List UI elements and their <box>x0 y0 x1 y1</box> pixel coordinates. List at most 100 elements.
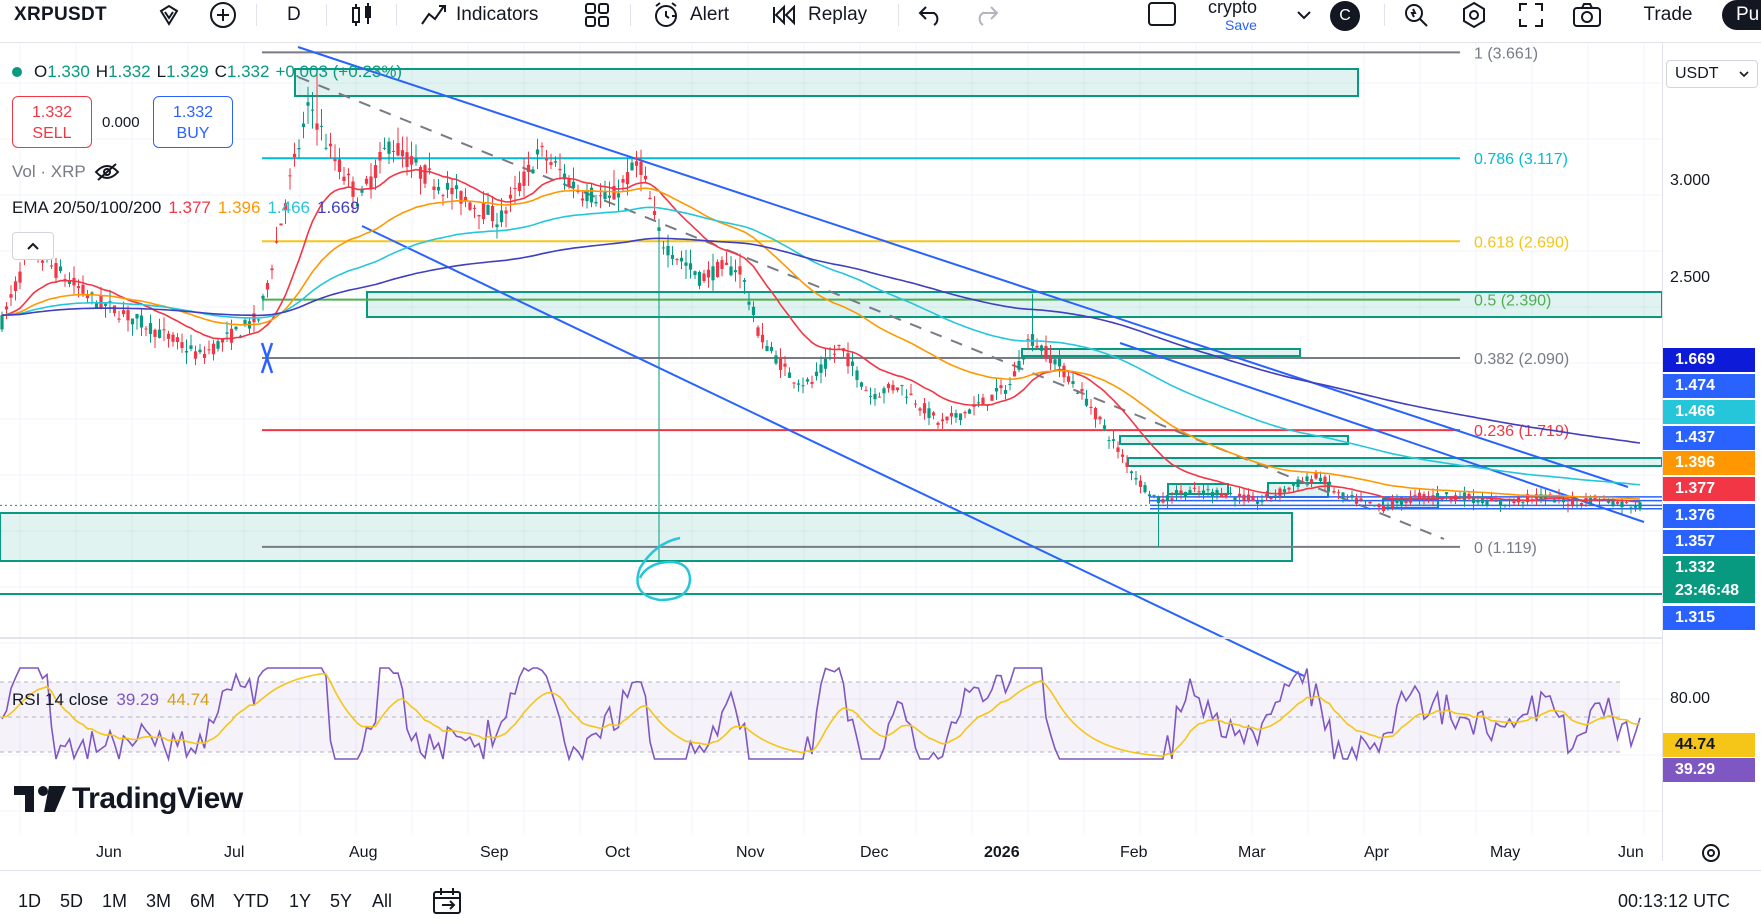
candle-body <box>1242 494 1246 501</box>
layout-name[interactable]: crypto <box>1208 0 1258 17</box>
candle-body <box>936 422 940 425</box>
range-button-1d[interactable]: 1D <box>18 891 42 911</box>
candle-body <box>459 191 463 204</box>
fullscreen-icon[interactable] <box>1518 0 1544 30</box>
price-tag: 1.377 <box>1663 477 1755 501</box>
replay-button[interactable]: Replay <box>772 0 867 30</box>
candle-body <box>355 203 360 207</box>
candle-body <box>94 302 99 308</box>
price-tag: 1.474 <box>1663 374 1755 398</box>
candle-body <box>450 187 454 195</box>
undo-icon[interactable] <box>918 0 944 30</box>
candle-body <box>1107 440 1111 442</box>
candle-body <box>1354 498 1359 504</box>
tradingview-logo[interactable]: TradingView <box>14 782 243 816</box>
candle-body <box>697 271 702 286</box>
rsi-legend[interactable]: RSI 14 close 39.29 44.74 <box>12 690 209 710</box>
candle-body <box>49 265 54 267</box>
alarm-clock-icon <box>652 1 680 29</box>
hand-drawn-annotation <box>636 536 692 602</box>
range-button-1m[interactable]: 1M <box>102 891 128 911</box>
redo-icon[interactable] <box>973 0 999 30</box>
alert-button[interactable]: Alert <box>652 0 729 30</box>
price-chart[interactable]: 1 (3.661) 0.786 (3.117) 0.618 (2.690) 0.5 (… <box>0 43 1662 861</box>
quick-search-icon[interactable] <box>1402 0 1430 30</box>
candle-body <box>661 247 666 249</box>
eye-hidden-icon[interactable] <box>94 163 120 181</box>
candle-body <box>1291 483 1296 486</box>
camera-icon[interactable] <box>1572 0 1602 30</box>
sell-button[interactable]: 1.332 SELL <box>12 96 92 148</box>
trade-button[interactable]: Trade <box>1643 4 1693 25</box>
fib-level-label: 0.618 (2.690) <box>1474 234 1569 251</box>
chevron-down-icon[interactable] <box>1296 0 1312 30</box>
range-button-ytd[interactable]: YTD <box>233 891 269 911</box>
candle-body <box>1080 388 1084 392</box>
compare-icon[interactable] <box>156 0 182 30</box>
collapse-legend-button[interactable] <box>12 232 54 260</box>
candle-body <box>544 159 549 161</box>
candle-body <box>531 169 535 174</box>
candle-body <box>900 385 904 387</box>
candle-body <box>927 408 931 419</box>
candle-body <box>1071 381 1075 385</box>
candle-body <box>490 206 495 222</box>
utc-clock[interactable]: 00:13:12 UTC <box>1618 891 1731 911</box>
close-value: 1.332 <box>226 62 270 81</box>
candle-body <box>1543 494 1548 499</box>
rsi-value: 39.29 <box>116 690 159 709</box>
candle-body <box>369 176 373 189</box>
candle-body <box>193 351 198 359</box>
candle-body <box>279 223 283 226</box>
candle-body <box>1422 494 1426 499</box>
indicators-button[interactable]: Indicators <box>420 0 538 30</box>
replay-icon <box>772 3 798 27</box>
candle-body <box>1566 504 1570 506</box>
candle-body <box>1471 496 1476 503</box>
candle-body <box>1246 494 1251 502</box>
candle-body <box>1188 490 1192 494</box>
add-symbol-icon[interactable] <box>209 0 237 30</box>
settings-gear-icon[interactable] <box>1460 0 1488 30</box>
currency-selector[interactable]: USDT <box>1666 60 1758 88</box>
time-axis-label: Aug <box>349 844 378 861</box>
publish-button[interactable]: Pu <box>1722 0 1761 30</box>
time-axis-label: Apr <box>1364 844 1389 861</box>
range-button-6m[interactable]: 6M <box>190 891 216 911</box>
ema-legend[interactable]: EMA 20/50/100/200 1.377 1.396 1.466 1.66… <box>12 198 360 218</box>
candle-body <box>1120 454 1125 457</box>
range-button-all[interactable]: All <box>372 891 393 911</box>
volume-legend[interactable]: Vol · XRP <box>12 162 120 182</box>
candle-body <box>1179 490 1183 494</box>
candle-body <box>1044 346 1048 360</box>
ema50-value: 1.396 <box>217 198 261 217</box>
avatar[interactable]: C <box>1330 1 1360 31</box>
time-axis[interactable]: Jun Jul Aug Sep Oct Nov Dec 2026 Feb Mar Apr May Jun <box>0 836 1662 866</box>
layout-icon[interactable] <box>1148 2 1176 26</box>
candle-body <box>225 332 229 334</box>
range-button-5d[interactable]: 5D <box>60 891 84 911</box>
high-value: 1.332 <box>108 62 151 81</box>
candle-body <box>373 165 378 179</box>
candle-body <box>1512 501 1516 503</box>
candle-body <box>1066 376 1071 382</box>
candle-body <box>220 339 225 343</box>
price-tag: 1.332 <box>1663 556 1755 580</box>
chart-settings-icon[interactable] <box>1700 842 1722 864</box>
range-button-3m[interactable]: 3M <box>146 891 172 911</box>
symbol-search[interactable]: XRPUSDT <box>14 4 107 25</box>
candle-body <box>765 345 769 352</box>
calendar-range-icon[interactable] <box>432 887 462 915</box>
zone-rectangle <box>1167 483 1229 495</box>
candle-body <box>1386 506 1390 508</box>
range-button-1y[interactable]: 1Y <box>289 891 312 911</box>
templates-icon[interactable] <box>584 0 610 30</box>
range-button-5y[interactable]: 5Y <box>330 891 353 911</box>
candle-style-icon[interactable] <box>350 0 374 30</box>
hand-drawn-cross <box>260 342 274 374</box>
candle-body <box>1165 495 1170 501</box>
buy-button[interactable]: 1.332 BUY <box>153 96 233 148</box>
candle-body <box>396 143 400 156</box>
ema50-line <box>1 187 1641 500</box>
interval-selector[interactable]: D <box>287 4 301 25</box>
